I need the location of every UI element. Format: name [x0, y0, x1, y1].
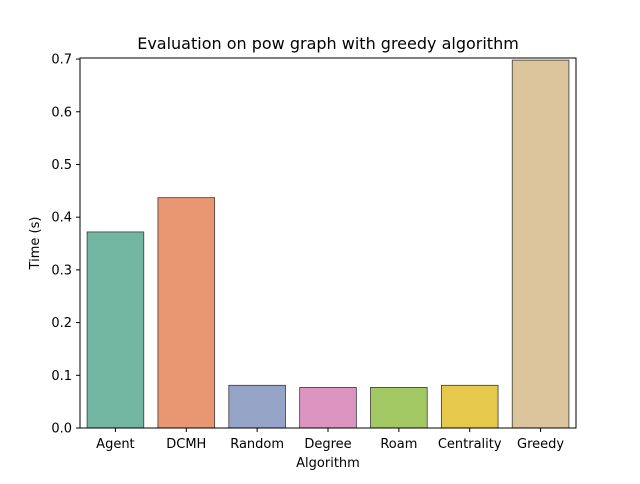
bar-greedy — [511, 59, 570, 429]
chart-title: Evaluation on pow graph with greedy algo… — [137, 34, 519, 53]
x-axis-label: Algorithm — [296, 456, 360, 471]
y-tick-label: 0.2 — [51, 316, 72, 331]
bar-dcmh — [157, 197, 216, 429]
bar-centrality — [440, 384, 499, 429]
y-tick-label: 0.3 — [51, 263, 72, 278]
x-tick-label: Greedy — [517, 437, 564, 452]
x-tick-label: Degree — [304, 437, 351, 452]
bars-layer — [86, 59, 570, 429]
x-tick-label: Centrality — [438, 437, 502, 452]
bar-degree — [299, 387, 357, 429]
y-tick-label: 0.1 — [51, 369, 72, 384]
bar-roam — [370, 387, 428, 429]
x-tick-label: Roam — [380, 437, 417, 452]
plot-frame — [79, 57, 577, 429]
bar-agent — [86, 231, 145, 429]
bar-random — [228, 384, 286, 429]
y-tick-label: 0.0 — [51, 422, 72, 437]
y-axis-ticks: 0.0 0.1 0.2 0.3 0.4 0.5 0.6 0.7 — [51, 53, 80, 437]
x-tick-label: Agent — [96, 437, 134, 452]
y-tick-label: 0.7 — [51, 53, 72, 68]
y-tick-label: 0.5 — [51, 158, 72, 173]
y-tick-label: 0.4 — [51, 211, 72, 226]
y-axis-label: Time (s) — [28, 217, 43, 271]
x-tick-label: Random — [230, 437, 284, 452]
x-axis-ticks: Agent DCMH Random Degree Roam Centrality Greed… — [96, 428, 564, 452]
x-tick-label: DCMH — [166, 437, 206, 452]
y-tick-label: 0.6 — [51, 105, 72, 120]
